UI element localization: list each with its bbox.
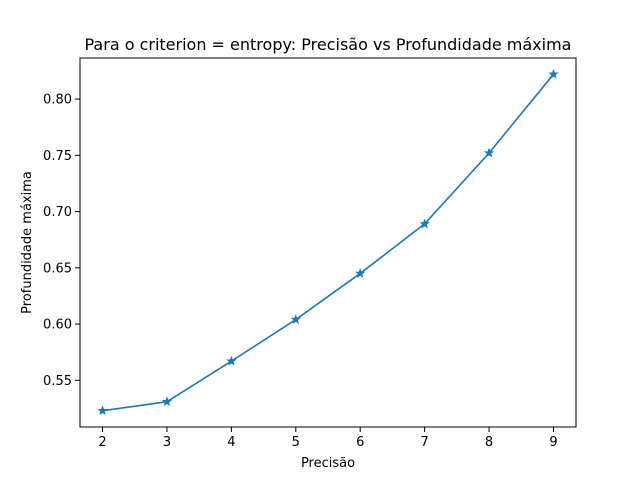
data-point-marker <box>226 355 237 366</box>
series-line <box>102 73 555 412</box>
x-tick-label: 6 <box>356 435 364 450</box>
x-tick-label: 4 <box>227 435 235 450</box>
data-point-marker <box>97 405 108 416</box>
x-axis: 2 3 4 5 6 7 8 9 <box>98 427 558 450</box>
series-markers <box>97 68 559 416</box>
y-tick-label: 0.75 <box>43 149 72 164</box>
y-tick-label: 0.70 <box>43 205 72 220</box>
y-tick-label: 0.60 <box>43 318 72 333</box>
x-axis-title: Precisão <box>301 456 355 471</box>
y-axis: 0.55 0.60 0.65 0.70 0.75 0.80 <box>43 93 80 389</box>
data-point-marker <box>354 267 366 278</box>
x-tick-label: 8 <box>485 435 493 450</box>
plot-area-frame <box>79 57 577 428</box>
data-point-marker <box>161 396 173 407</box>
data-point-marker <box>548 68 559 79</box>
x-tick-label: 9 <box>549 435 557 450</box>
data-point-marker <box>483 147 495 158</box>
x-tick-label: 2 <box>98 435 106 450</box>
y-axis-title: Profundidade máxima <box>20 171 35 314</box>
data-point-marker <box>290 314 302 324</box>
x-tick-label: 5 <box>292 435 300 450</box>
x-tick-label: 7 <box>420 435 428 450</box>
data-point-marker <box>419 218 430 229</box>
y-tick-label: 0.65 <box>43 261 72 276</box>
chart-title: Para o criterion = entropy: Precisão vs … <box>85 35 572 54</box>
y-tick-label: 0.55 <box>43 374 72 389</box>
x-tick-label: 3 <box>163 435 171 450</box>
y-tick-label: 0.80 <box>43 93 72 108</box>
